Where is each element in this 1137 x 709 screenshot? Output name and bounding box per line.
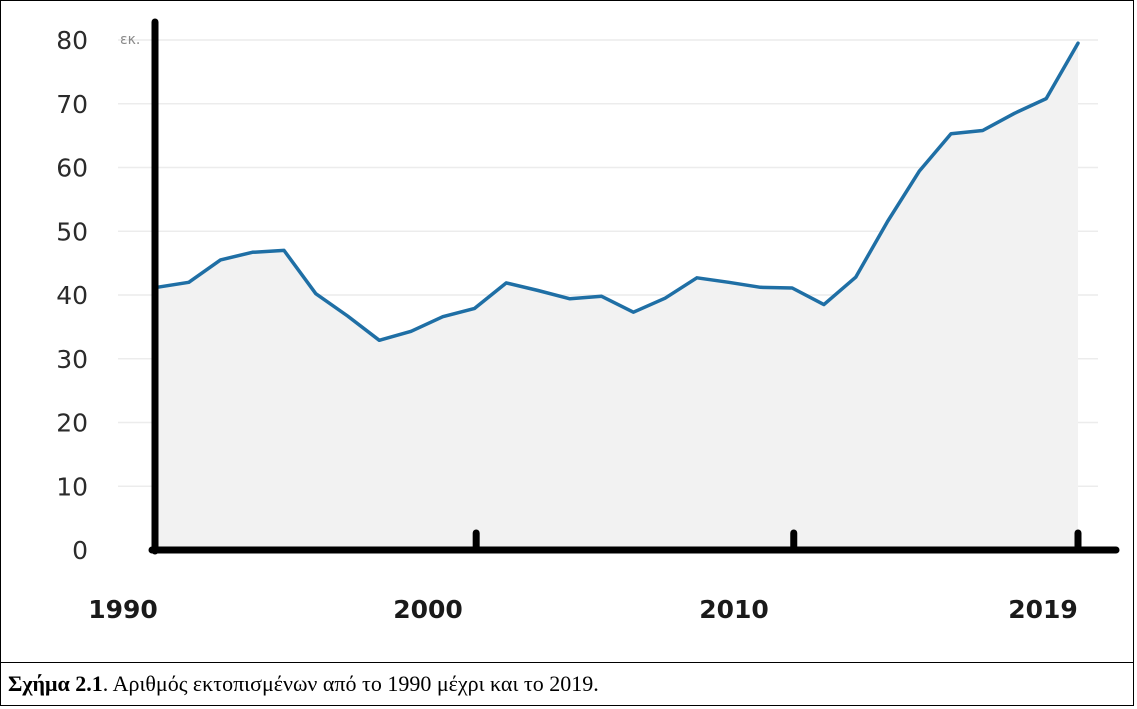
x-tick-label-2019: 2019 — [1008, 595, 1078, 624]
x-tick-label-1990: 1990 — [88, 595, 158, 624]
y-tick-labels: 0 10 20 30 40 50 60 70 80 — [56, 26, 88, 565]
caption-text: . Αριθμός εκτοπισμένων από το 1990 μέχρι… — [102, 671, 599, 696]
caption-label: Σχήμα 2.1 — [8, 671, 103, 696]
data-line — [155, 41, 1080, 343]
area-fill — [157, 43, 1078, 550]
x-tick-labels: 1990 2000 2010 2019 — [88, 595, 1078, 624]
y-tick-label-80: 80 — [56, 26, 88, 55]
caption-divider — [0, 662, 1134, 663]
y-tick-label-20: 20 — [56, 409, 88, 438]
figure-caption: Σχήμα 2.1. Αριθμός εκτοπισμένων από το 1… — [8, 665, 599, 703]
x-tick-label-2000: 2000 — [393, 595, 463, 624]
y-tick-label-70: 70 — [56, 90, 88, 119]
y-tick-label-30: 30 — [56, 345, 88, 374]
y-tick-label-50: 50 — [56, 217, 88, 246]
x-tick-label-2010: 2010 — [699, 595, 769, 624]
y-tick-label-40: 40 — [56, 281, 88, 310]
y-tick-label-10: 10 — [56, 472, 88, 501]
axes — [148, 18, 1120, 555]
chart: 0 10 20 30 40 50 60 70 80 1990 2000 2010 2019 εκ. — [56, 18, 1120, 624]
y-tick-label-0: 0 — [72, 536, 88, 565]
y-unit-label: εκ. — [120, 32, 140, 48]
y-tick-label-60: 60 — [56, 154, 88, 183]
